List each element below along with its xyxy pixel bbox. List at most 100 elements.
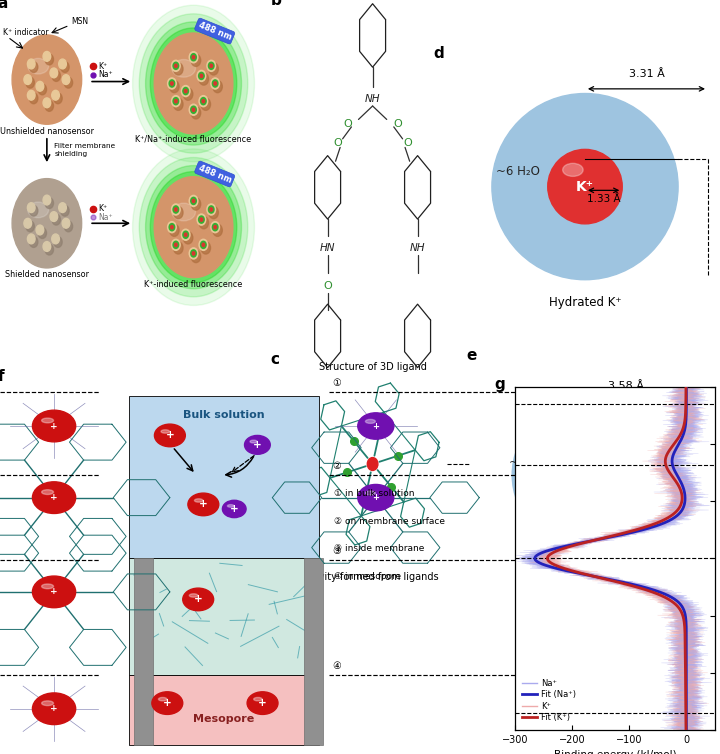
Ellipse shape bbox=[42, 701, 53, 706]
Circle shape bbox=[209, 63, 218, 75]
Ellipse shape bbox=[250, 440, 257, 443]
Circle shape bbox=[184, 90, 187, 93]
Ellipse shape bbox=[228, 504, 234, 507]
Circle shape bbox=[145, 166, 241, 289]
Circle shape bbox=[174, 98, 183, 110]
Circle shape bbox=[247, 692, 278, 715]
Text: HN: HN bbox=[320, 243, 336, 253]
Text: ③: ③ bbox=[332, 546, 341, 556]
Circle shape bbox=[170, 81, 179, 93]
Circle shape bbox=[59, 203, 66, 213]
Circle shape bbox=[202, 243, 204, 247]
Circle shape bbox=[210, 64, 212, 68]
Circle shape bbox=[183, 231, 189, 238]
Circle shape bbox=[492, 93, 678, 280]
Circle shape bbox=[210, 208, 212, 211]
Ellipse shape bbox=[366, 419, 375, 424]
Text: 3.58 Å: 3.58 Å bbox=[608, 381, 644, 391]
Text: Mesopore: Mesopore bbox=[193, 714, 255, 724]
Circle shape bbox=[139, 158, 248, 297]
Circle shape bbox=[214, 82, 217, 85]
Circle shape bbox=[132, 149, 254, 305]
Text: +: + bbox=[253, 440, 262, 450]
Text: K⁺: K⁺ bbox=[576, 179, 594, 194]
Circle shape bbox=[211, 78, 220, 89]
Text: +: + bbox=[199, 499, 208, 510]
Circle shape bbox=[173, 206, 179, 213]
Text: Unshielded nanosensor: Unshielded nanosensor bbox=[0, 127, 94, 136]
Circle shape bbox=[199, 216, 204, 223]
Circle shape bbox=[181, 85, 190, 97]
Circle shape bbox=[64, 78, 73, 88]
Text: O: O bbox=[393, 119, 402, 129]
Circle shape bbox=[211, 222, 220, 233]
Circle shape bbox=[45, 100, 53, 112]
Text: 3.31 Å: 3.31 Å bbox=[629, 69, 665, 78]
Circle shape bbox=[199, 239, 207, 250]
Circle shape bbox=[184, 88, 193, 100]
Circle shape bbox=[36, 225, 44, 235]
Text: +: + bbox=[163, 698, 171, 708]
Circle shape bbox=[173, 63, 179, 69]
Circle shape bbox=[50, 68, 58, 78]
Text: K⁺/Na⁺-induced fluorescence: K⁺/Na⁺-induced fluorescence bbox=[135, 135, 251, 144]
Circle shape bbox=[62, 219, 70, 228]
Circle shape bbox=[52, 214, 60, 225]
Text: +: + bbox=[372, 421, 379, 431]
Text: Hydrated K⁺: Hydrated K⁺ bbox=[549, 296, 621, 309]
Text: ② on membrane surface: ② on membrane surface bbox=[333, 516, 444, 526]
Circle shape bbox=[171, 239, 180, 250]
Circle shape bbox=[199, 96, 207, 107]
Circle shape bbox=[212, 223, 218, 231]
Circle shape bbox=[174, 243, 177, 247]
Text: O: O bbox=[343, 119, 352, 129]
Circle shape bbox=[169, 80, 175, 87]
Ellipse shape bbox=[172, 60, 196, 77]
Text: f: f bbox=[0, 369, 4, 385]
Circle shape bbox=[214, 225, 217, 228]
Ellipse shape bbox=[158, 697, 167, 701]
Circle shape bbox=[150, 172, 237, 283]
Circle shape bbox=[152, 692, 183, 715]
Circle shape bbox=[183, 87, 189, 95]
Circle shape bbox=[168, 78, 176, 89]
Circle shape bbox=[45, 54, 53, 65]
Circle shape bbox=[192, 250, 201, 262]
Ellipse shape bbox=[42, 418, 53, 423]
Circle shape bbox=[200, 218, 203, 221]
Circle shape bbox=[27, 234, 35, 244]
Circle shape bbox=[358, 484, 394, 511]
Circle shape bbox=[173, 241, 179, 248]
Circle shape bbox=[207, 60, 215, 72]
Circle shape bbox=[32, 693, 76, 725]
Text: Hydrated Na⁺: Hydrated Na⁺ bbox=[544, 558, 626, 572]
Circle shape bbox=[192, 56, 195, 59]
Circle shape bbox=[60, 62, 69, 72]
Ellipse shape bbox=[28, 58, 49, 74]
Circle shape bbox=[201, 98, 210, 110]
Circle shape bbox=[26, 78, 35, 88]
Circle shape bbox=[184, 233, 187, 237]
Text: +: + bbox=[194, 594, 202, 605]
Circle shape bbox=[202, 100, 204, 103]
Circle shape bbox=[197, 214, 206, 225]
Circle shape bbox=[199, 72, 204, 79]
Circle shape bbox=[52, 71, 60, 81]
Text: +: + bbox=[50, 704, 58, 713]
Text: Na⁺: Na⁺ bbox=[559, 468, 585, 482]
Text: Bulk solution: Bulk solution bbox=[183, 410, 265, 421]
Circle shape bbox=[191, 54, 197, 61]
Circle shape bbox=[38, 84, 47, 95]
Circle shape bbox=[170, 224, 179, 236]
Circle shape bbox=[168, 222, 176, 233]
Ellipse shape bbox=[42, 490, 53, 495]
Circle shape bbox=[174, 100, 177, 103]
Ellipse shape bbox=[161, 430, 169, 434]
Text: +: + bbox=[258, 698, 267, 708]
Text: +: + bbox=[230, 504, 238, 514]
Text: ④ in mesopore: ④ in mesopore bbox=[333, 572, 401, 581]
Circle shape bbox=[174, 63, 183, 75]
Circle shape bbox=[208, 63, 214, 69]
Circle shape bbox=[62, 75, 70, 84]
Circle shape bbox=[192, 198, 201, 210]
